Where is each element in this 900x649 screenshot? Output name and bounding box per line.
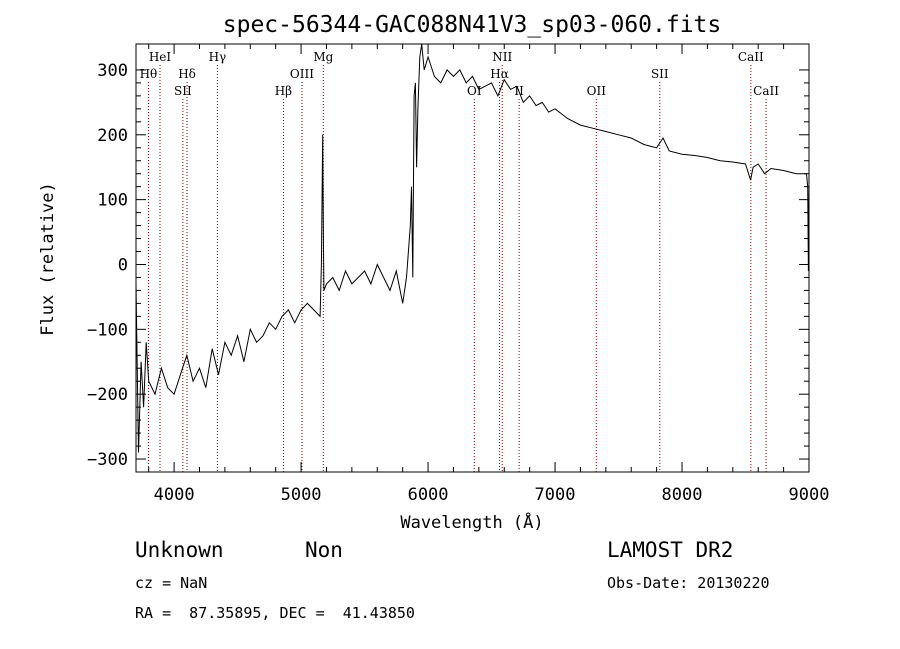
emission-line-label: NII [492,50,512,64]
y-tick-label: 300 [97,61,128,81]
emission-line-label: Hδ [178,67,196,81]
redshift-readout: cz = NaN [135,574,208,592]
x-axis-title: Wavelength (Å) [400,511,543,533]
coordinates-readout: RA = 87.35895, DEC = 41.43850 [135,604,415,622]
y-tick-label: 100 [97,191,128,211]
axis-ticks [136,44,810,472]
emission-line-label: Hγ [209,50,227,64]
emission-line-label: OI [467,84,482,98]
emission-line-label: Hα [490,67,509,81]
object-subclass: Non [305,538,343,562]
emission-line-label: HeI [149,50,172,64]
axis-tick-labels: 4000 5000 6000 7000 8000 9000 −300 −200 −100 0 100… [87,61,829,505]
y-tick-label: −200 [87,385,128,405]
emission-line-label: CaII [738,50,764,64]
emission-line-label: SII [651,67,669,81]
y-tick-label: −100 [87,320,128,340]
x-tick-label: 4000 [154,485,195,505]
y-tick-label: 0 [118,255,128,275]
x-tick-label: 5000 [281,485,322,505]
observation-date: Obs-Date: 20130220 [607,574,770,592]
spectrum-series-line [135,43,810,453]
object-class: Unknown [135,538,224,562]
emission-line-markers [147,65,767,472]
plot-frame [135,43,810,473]
y-tick-label: 200 [97,126,128,146]
emission-line-label: Hβ [275,84,292,98]
survey-name: LAMOST DR2 [607,538,734,562]
emission-line-label: CaII [753,84,779,98]
x-tick-label: 8000 [662,485,703,505]
y-tick-label: −300 [87,450,128,470]
emission-line-label: Hθ [140,67,158,81]
emission-line-label: Mg [313,50,333,64]
y-axis-title: Flux (relative) [38,182,58,336]
chart-title: spec-56344-GAC088N41V3_sp03-060.fits [223,12,722,38]
x-tick-label: 9000 [789,485,830,505]
x-tick-label: 7000 [535,485,576,505]
emission-line-label: OII [587,84,607,98]
emission-line-label: SII [174,84,192,98]
emission-line-label: OIII [290,67,314,81]
x-tick-label: 6000 [408,485,449,505]
